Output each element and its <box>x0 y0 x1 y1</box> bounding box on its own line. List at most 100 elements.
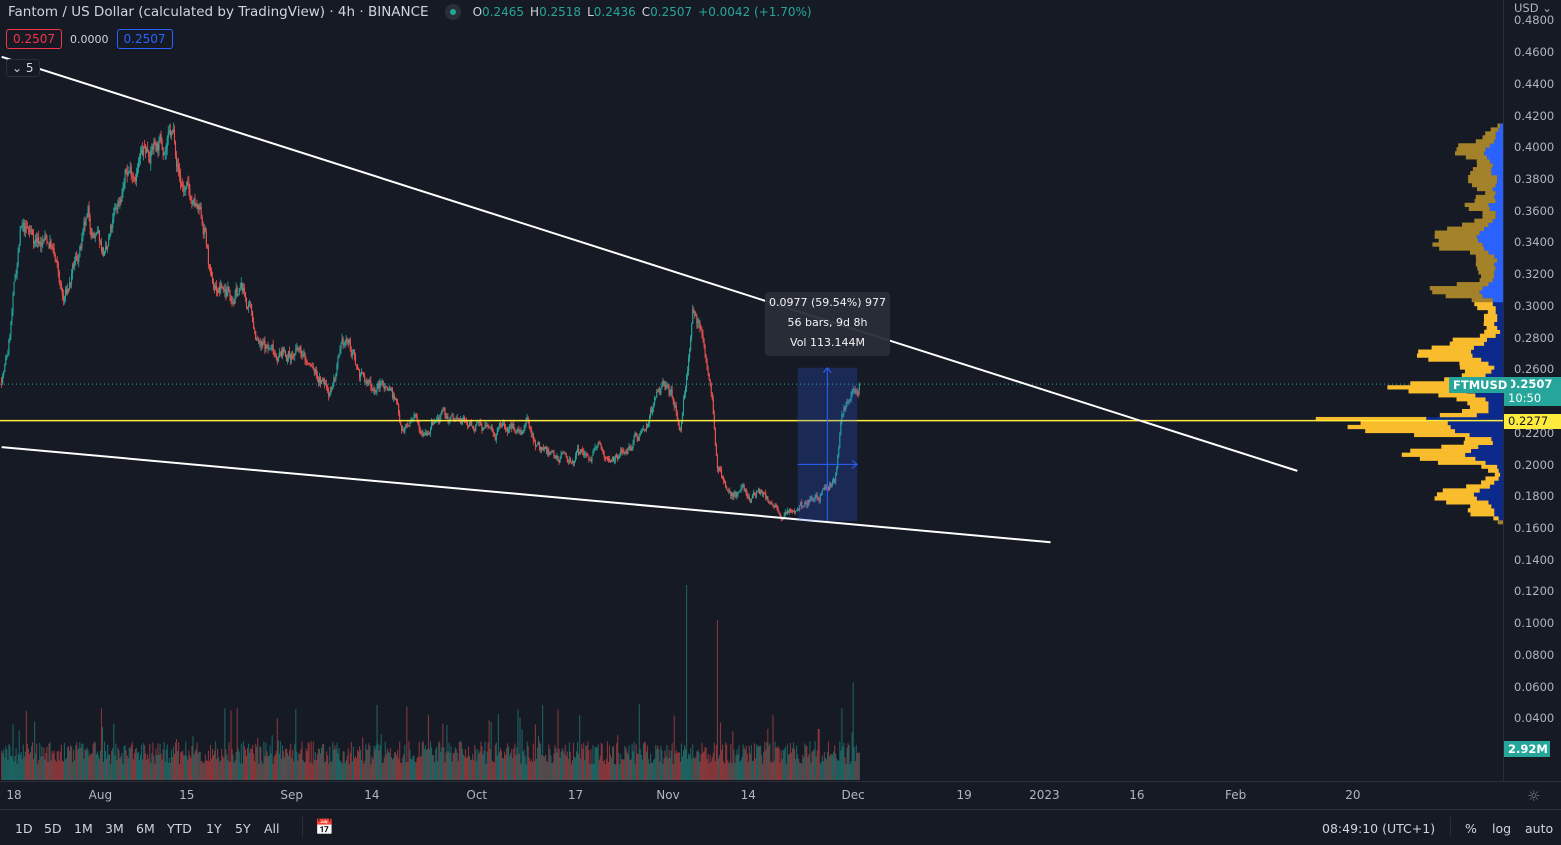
volume-bar <box>655 745 657 780</box>
candle <box>196 204 198 209</box>
clock[interactable]: 08:49:10 (UTC+1) <box>1322 821 1436 836</box>
log-toggle[interactable]: log <box>1492 821 1512 836</box>
volume-bar <box>214 750 216 780</box>
volume-bar <box>438 741 440 780</box>
candle <box>419 429 421 432</box>
range-5y[interactable]: 5Y <box>235 821 251 836</box>
candle <box>477 422 479 423</box>
candle <box>122 188 124 193</box>
candle <box>845 404 847 410</box>
volume-bar <box>53 750 55 780</box>
range-3m[interactable]: 3M <box>105 821 124 836</box>
indicators-toggle[interactable]: ⌄ 5 <box>6 59 40 77</box>
volume-bar <box>32 742 34 780</box>
range-1m[interactable]: 1M <box>74 821 93 836</box>
candle <box>456 417 458 420</box>
volume-bar <box>708 763 710 780</box>
volume-bar <box>194 751 196 780</box>
candle <box>109 235 111 240</box>
symbol-title[interactable]: Fantom / US Dollar (calculated by Tradin… <box>8 4 429 20</box>
volume-bar <box>704 746 706 780</box>
sell-button[interactable]: 0.2507 <box>6 29 62 49</box>
candle <box>66 288 69 294</box>
volume-bar <box>230 710 232 780</box>
profile-up-volume <box>1482 293 1503 299</box>
candle <box>767 496 769 500</box>
candle <box>49 241 51 249</box>
candle <box>292 355 294 357</box>
buy-button[interactable]: 0.2507 <box>116 29 173 49</box>
chart-pane[interactable]: Fantom / US Dollar (calculated by Tradin… <box>0 0 1503 781</box>
candle <box>715 444 717 456</box>
auto-toggle[interactable]: auto <box>1525 821 1554 836</box>
profile-up-volume <box>1455 428 1503 434</box>
candle <box>643 428 645 430</box>
candle <box>833 478 835 481</box>
volume-bar <box>90 754 92 780</box>
range-all[interactable]: All <box>264 821 280 836</box>
price-axis[interactable]: USD ⌄ 0.4800 0.4600 0.4400 0.4200 0.4000 0.38… <box>1503 0 1561 781</box>
profile-down-volume <box>1459 365 1495 370</box>
volume-bar <box>177 751 179 780</box>
volume-bar <box>561 748 563 780</box>
profile-up-volume <box>1495 182 1503 188</box>
candle <box>593 448 595 452</box>
candle <box>691 323 693 337</box>
candle <box>827 487 830 491</box>
volume-bar <box>765 749 767 780</box>
percent-toggle[interactable]: % <box>1465 821 1477 836</box>
candle <box>633 435 635 443</box>
candle <box>739 489 741 492</box>
volume-bar <box>85 749 87 780</box>
volume-bar <box>824 757 826 780</box>
candle <box>372 389 374 391</box>
candle <box>163 153 165 156</box>
volume-bar <box>805 745 807 780</box>
volume-bar <box>33 758 35 780</box>
price-tick: 0.4600 <box>1514 45 1555 60</box>
profile-down-volume <box>1494 472 1501 477</box>
volume-bar <box>56 751 58 780</box>
range-ytd[interactable]: YTD <box>167 821 192 836</box>
volume-bar <box>510 752 512 780</box>
volume-bar <box>402 757 404 780</box>
candle <box>617 455 619 459</box>
candle <box>288 351 290 359</box>
candle <box>39 241 41 244</box>
candle <box>181 184 183 186</box>
candle <box>814 497 816 500</box>
volume-bar <box>302 759 304 780</box>
candle <box>317 378 319 383</box>
range-6m[interactable]: 6M <box>136 821 155 836</box>
currency-selector[interactable]: USD ⌄ <box>1514 1 1552 15</box>
volume-bar <box>759 746 761 780</box>
candle <box>584 453 586 456</box>
candle <box>356 364 359 369</box>
candle <box>674 405 676 407</box>
profile-up-volume <box>1473 345 1503 350</box>
candle <box>854 388 856 393</box>
range-1y[interactable]: 1Y <box>206 821 222 836</box>
candle <box>48 243 50 249</box>
candle <box>276 358 278 362</box>
price-chart[interactable] <box>0 0 1503 781</box>
volume-bar <box>659 761 661 780</box>
candle <box>705 355 707 362</box>
candle <box>518 428 520 431</box>
profile-up-volume <box>1488 405 1503 410</box>
candle <box>179 169 181 176</box>
market-status-icon[interactable] <box>444 4 461 20</box>
candle <box>807 500 809 507</box>
range-5d[interactable]: 5D <box>44 821 62 836</box>
candle <box>234 294 236 304</box>
price-tick: 0.2800 <box>1514 330 1555 345</box>
time-axis[interactable]: 18 Aug 15 Sep 14 Oct 17 Nov 14 Dec 19 2023 16 Feb 20 ☼ <box>0 781 1561 810</box>
range-1d[interactable]: 1D <box>15 821 33 836</box>
goto-date-icon[interactable]: 📅 <box>315 818 334 836</box>
candle <box>28 229 31 231</box>
candle <box>293 355 295 357</box>
settings-gear-icon[interactable]: ☼ <box>1527 787 1541 805</box>
candle <box>480 421 482 426</box>
candle <box>620 449 622 456</box>
profile-up-volume <box>1494 139 1503 144</box>
